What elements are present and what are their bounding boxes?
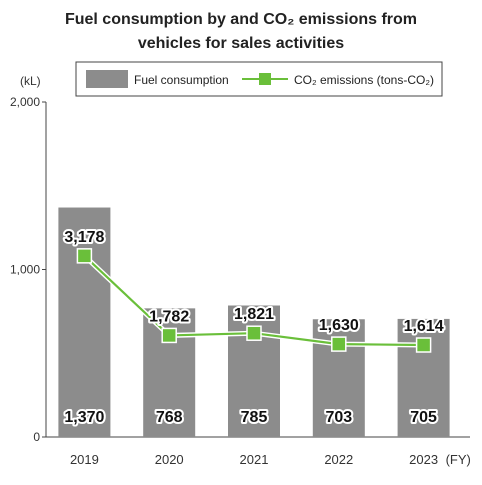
chart-title-line-2: vehicles for sales activities <box>138 35 344 52</box>
fuel-bar <box>58 207 111 437</box>
bars <box>58 207 450 437</box>
legend-swatch-fuel <box>86 70 128 88</box>
co2-value-label: 1,782 <box>149 308 189 325</box>
axes: 0 1,000 2,000 2019 2020 2021 2022 2023 (FY) <box>10 95 471 467</box>
y-axis-label: (kL) <box>20 74 41 88</box>
co2-point <box>161 327 177 344</box>
co2-value-label: 1,630 <box>319 317 359 334</box>
x-tick-label: 2021 <box>240 452 269 467</box>
x-axis-unit: (FY) <box>446 452 471 467</box>
legend-label-fuel: Fuel consumption <box>134 73 229 87</box>
co2-point <box>331 336 347 352</box>
chart-title-line-1: Fuel consumption by and CO₂ emissions fr… <box>65 11 417 28</box>
x-tick-label: 2023 <box>409 452 438 467</box>
data-labels: 1,370 768 785 703 705 3,178 1,782 1,821 1,630 1,6… <box>62 227 445 428</box>
y-tick-label: 0 <box>33 430 40 444</box>
fuel-value-label: 768 <box>156 409 183 426</box>
fuel-value-label: 785 <box>241 409 268 426</box>
fuel-value-label: 1,370 <box>64 409 104 426</box>
co2-point <box>76 248 93 264</box>
y-tick-label: 1,000 <box>10 263 40 277</box>
co2-line <box>76 248 432 353</box>
fuel-value-label: 703 <box>325 409 352 426</box>
co2-value-label: 1,614 <box>404 318 444 335</box>
x-tick-label: 2020 <box>155 452 184 467</box>
co2-point <box>246 325 262 341</box>
legend-label-co2: CO₂ emissions (tons-CO₂) <box>294 73 434 87</box>
co2-point <box>415 337 432 353</box>
y-tick-label: 2,000 <box>10 95 40 109</box>
x-tick-label: 2019 <box>70 452 99 467</box>
fuel-value-label: 705 <box>410 409 437 426</box>
legend-marker-co2 <box>259 73 271 85</box>
legend: Fuel consumption CO₂ emissions (tons-CO₂… <box>75 61 443 97</box>
x-tick-label: 2022 <box>324 452 353 467</box>
co2-value-label: 1,821 <box>234 306 274 323</box>
co2-value-label: 3,178 <box>64 229 104 246</box>
